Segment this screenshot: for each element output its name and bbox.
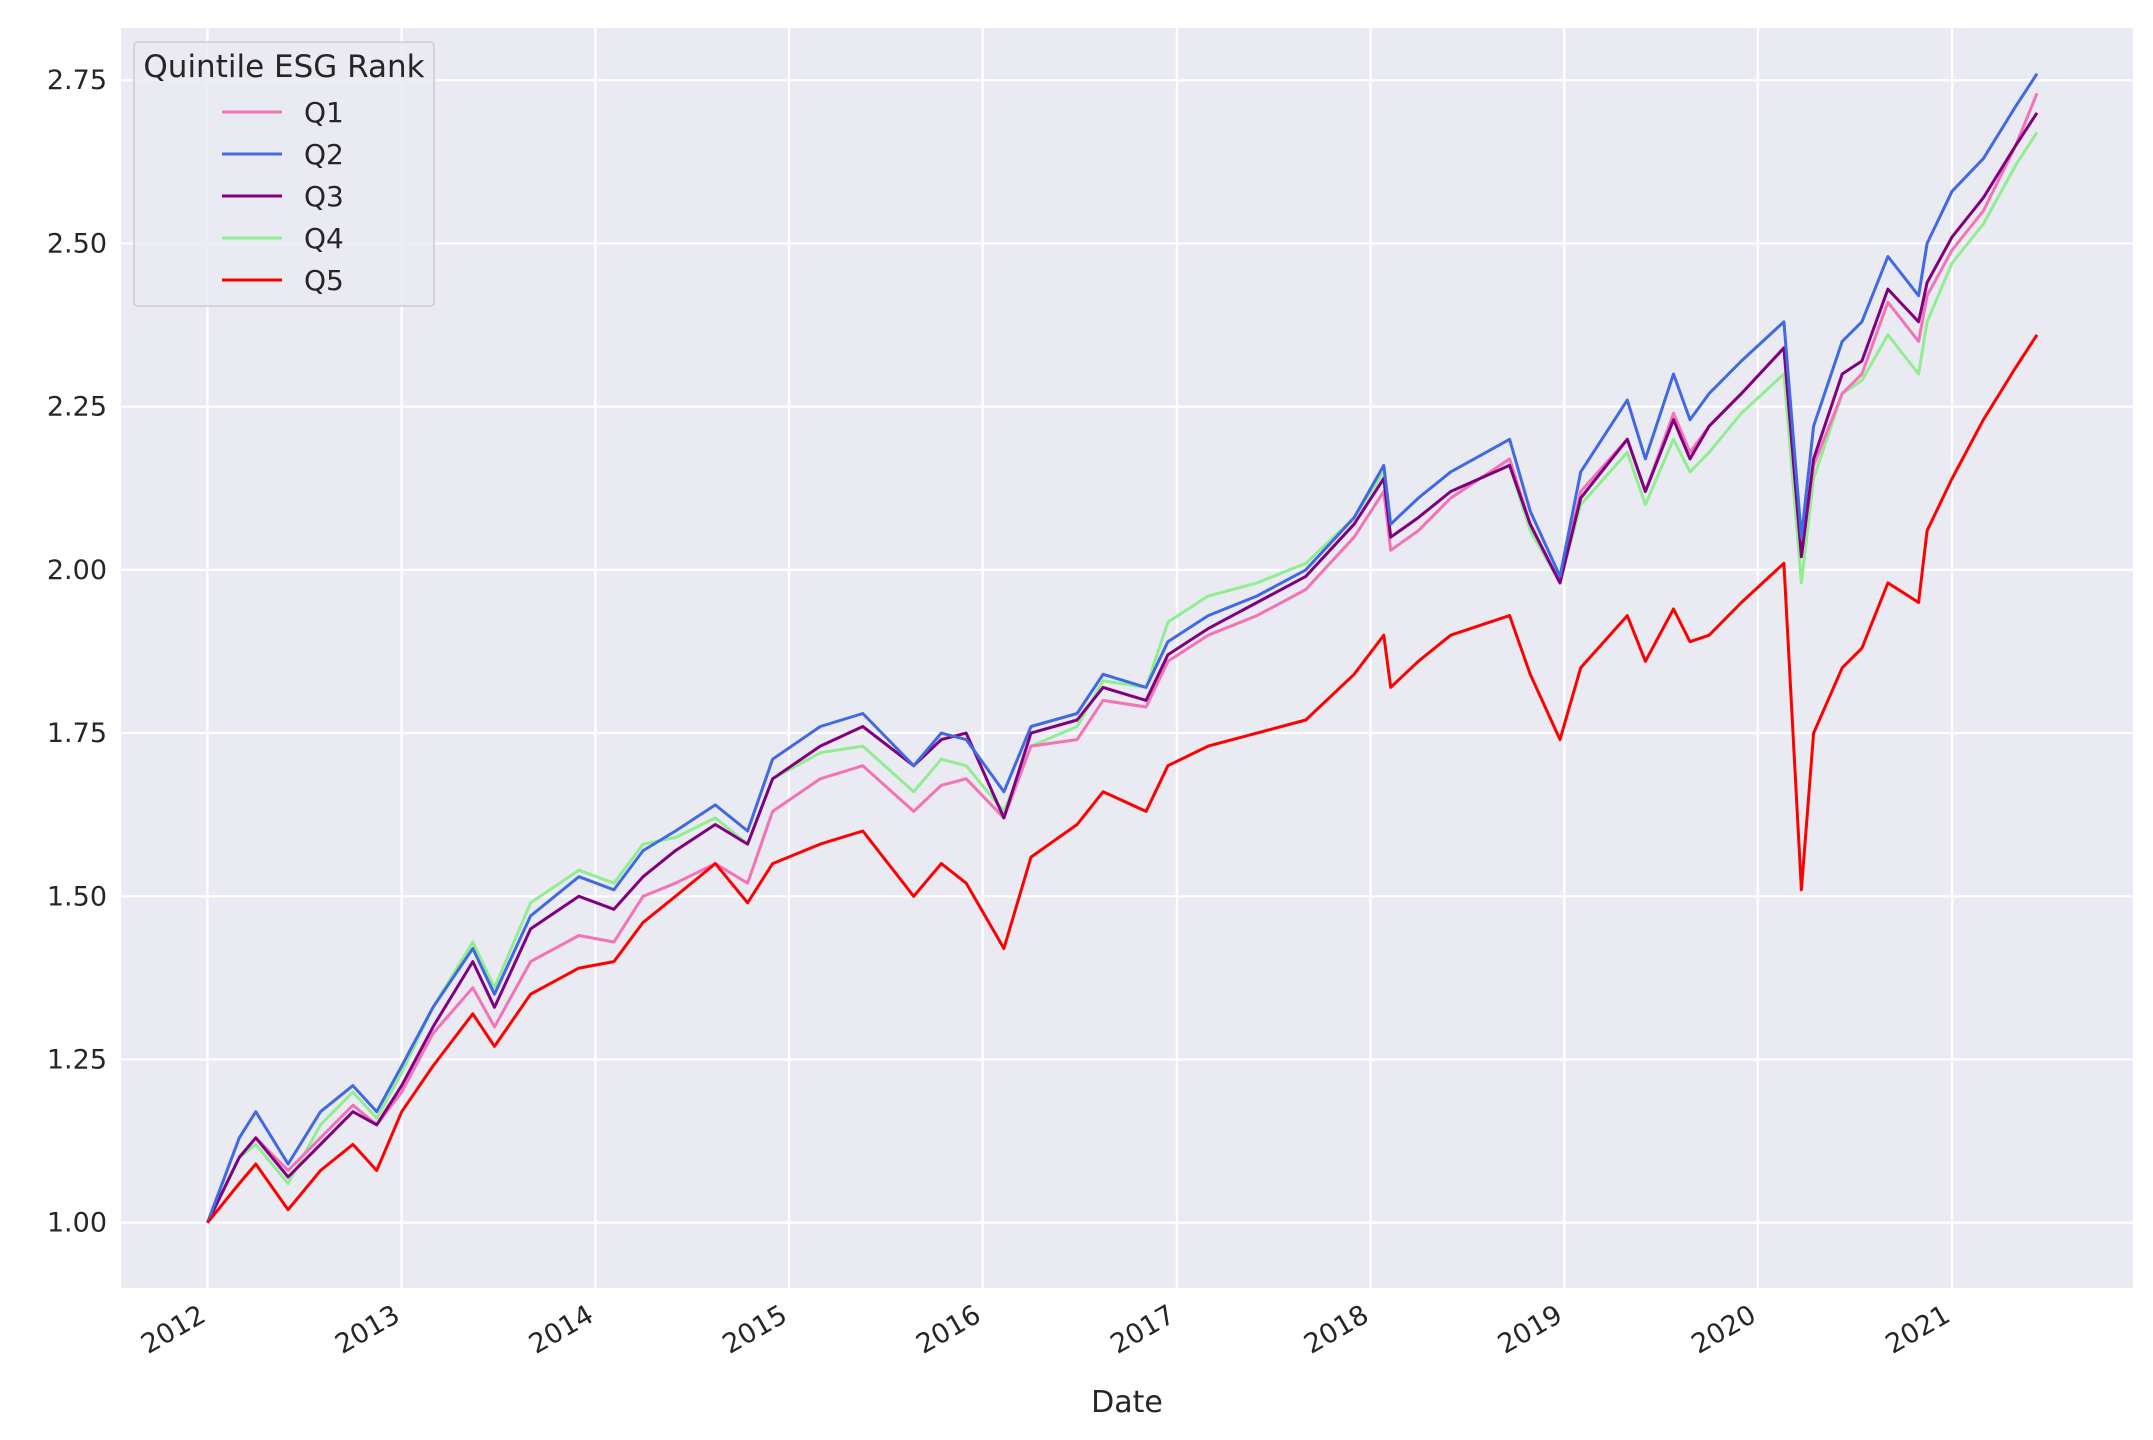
legend-label-q2: Q2 (304, 138, 344, 171)
x-axis-label: Date (1091, 1385, 1163, 1420)
x-tick-label: 2013 (330, 1299, 405, 1360)
legend-label-q3: Q3 (304, 180, 344, 213)
series-line-q2 (206, 72, 2039, 1224)
legend-box (133, 41, 435, 307)
series-group (206, 72, 2039, 1224)
y-tick-label: 2.25 (47, 392, 107, 423)
legend-label-q1: Q1 (304, 96, 344, 129)
legend-label-q4: Q4 (304, 222, 344, 255)
plot-background (121, 28, 2133, 1288)
series-line-q5 (206, 333, 2039, 1224)
x-tick-label: 2016 (911, 1299, 986, 1360)
legend-label-q5: Q5 (304, 264, 344, 297)
x-tick-label: 2015 (718, 1299, 793, 1360)
legend-items: Q1 Q2 Q3 Q4 Q5 (222, 96, 344, 297)
x-tick-label: 2021 (1881, 1299, 1956, 1360)
x-tick-label: 2017 (1105, 1299, 1180, 1360)
y-tick-label: 2.75 (47, 65, 107, 96)
y-tick-label: 1.50 (47, 881, 107, 912)
y-tick-label: 1.00 (47, 1208, 107, 1239)
legend: Quintile ESG Rank Q1 Q2 Q3 Q4 Q5 (133, 41, 435, 307)
y-tick-label: 1.25 (47, 1045, 107, 1076)
y-tick-label: 1.75 (47, 718, 107, 749)
x-tick-label: 2012 (136, 1299, 211, 1360)
x-axis: 2012 2013 2014 2015 2016 2017 2018 2019 2020 2021 (136, 1299, 1956, 1360)
x-tick-label: 2020 (1686, 1299, 1761, 1360)
y-tick-label: 2.00 (47, 555, 107, 586)
x-tick-label: 2019 (1493, 1299, 1568, 1360)
y-tick-label: 2.50 (47, 228, 107, 259)
y-axis: 1.00 1.25 1.50 1.75 2.00 2.25 2.50 2.75 (47, 65, 107, 1238)
legend-title: Quintile ESG Rank (143, 49, 424, 85)
series-line-q3 (206, 112, 2039, 1224)
x-tick-label: 2014 (524, 1299, 599, 1360)
x-tick-label: 2018 (1299, 1299, 1374, 1360)
series-line-q4 (206, 131, 2039, 1224)
